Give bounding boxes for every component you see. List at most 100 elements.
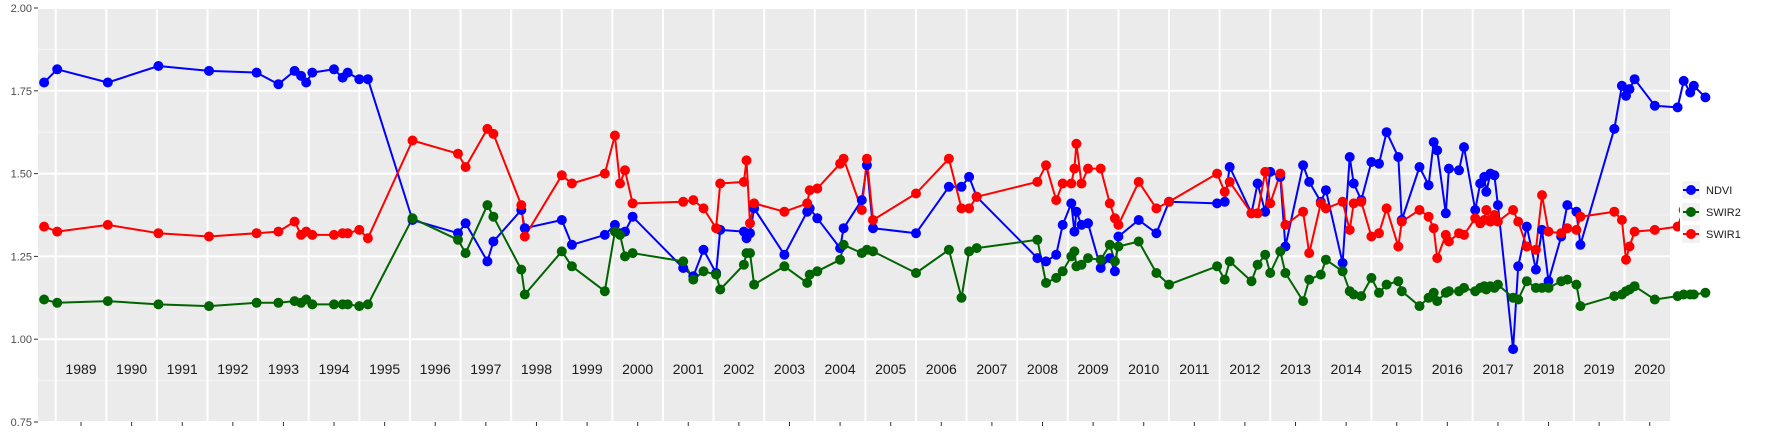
data-point-swir2 [715,284,726,295]
data-point-swir2 [1304,274,1315,285]
data-point-swir1 [1459,229,1469,240]
data-point-ndvi [1298,160,1309,171]
data-point-swir1 [1428,223,1439,234]
data-point-ndvi [1041,256,1051,267]
data-point-ndvi [519,223,530,234]
data-point-swir1 [741,155,752,166]
data-point-ndvi [1459,142,1469,153]
data-point-swir1 [1396,216,1407,227]
data-point-swir2 [566,261,577,272]
data-point-swir2 [453,234,463,245]
data-point-swir2 [251,297,262,308]
data-point-ndvi [1260,206,1271,217]
data-point-swir2 [779,261,790,272]
year-label: 2010 [1128,361,1159,377]
data-point-swir2 [1337,266,1348,277]
data-point-swir2 [1315,269,1326,280]
data-point-ndvi [1051,249,1062,260]
data-point-swir2 [738,259,749,270]
data-point-swir1 [812,183,823,194]
data-point-swir1 [749,198,760,209]
data-point-swir1 [1164,196,1174,207]
data-point-swir1 [698,203,709,214]
data-point-swir2 [620,251,630,262]
data-point-ndvi [1454,165,1464,176]
data-point-ndvi [1095,263,1106,273]
year-label: 2001 [673,361,704,377]
data-point-swir1 [1260,166,1271,177]
data-point-swir1 [1575,211,1586,222]
data-point-ndvi [342,67,353,78]
data-point-swir2 [599,286,610,297]
data-point-ndvi [488,236,499,247]
data-point-ndvi [1252,178,1263,189]
data-point-swir1 [1133,176,1144,187]
data-point-swir2 [1649,294,1660,305]
data-point-swir1 [715,178,726,189]
data-point-ndvi [1032,253,1043,264]
data-point-swir1 [289,216,300,227]
data-point-swir2 [1076,259,1087,270]
year-label: 1996 [420,361,451,377]
data-point-swir2 [1252,259,1263,270]
data-point-ndvi [460,218,471,229]
year-label: 2012 [1229,361,1260,377]
data-point-ndvi [1393,152,1404,162]
data-point-swir1 [1366,231,1377,242]
data-point-swir2 [1366,272,1377,283]
year-label: 2008 [1027,361,1058,377]
data-point-swir1 [1616,215,1627,225]
data-point-swir1 [868,215,878,225]
data-point-swir1 [1374,228,1384,239]
data-point-swir1 [1252,208,1263,219]
data-point-swir1 [861,153,872,164]
data-point-swir1 [453,148,463,159]
data-point-swir1 [1521,241,1532,252]
data-point-ndvi [1700,92,1711,103]
data-point-swir1 [1066,178,1077,189]
data-point-ndvi [301,77,312,88]
data-point-swir2 [1432,296,1443,307]
data-point-swir1 [1543,226,1554,237]
data-point-ndvi [1521,221,1532,232]
data-point-swir1 [1530,244,1541,255]
year-label: 2016 [1432,361,1463,377]
data-point-ndvi [1348,178,1359,189]
data-point-swir2 [835,254,846,265]
data-point-swir1 [1219,186,1230,197]
data-point-swir1 [1076,178,1087,189]
data-point-swir2 [488,211,499,222]
legend-label-swir1: SWIR1 [1706,229,1741,241]
data-point-swir1 [1275,168,1286,179]
year-label: 1989 [65,361,96,377]
data-point-ndvi [1109,266,1120,277]
data-point-ndvi [1374,158,1384,169]
year-strip-labels: 1989 1990 1991 1992 1993 1994 1995 1996 1997 1998… [65,361,1665,377]
data-point-swir1 [273,226,284,237]
data-point-swir2 [1109,256,1120,267]
data-point-swir2 [204,301,214,312]
data-point-swir2 [1280,268,1291,278]
data-point-swir2 [688,274,699,285]
data-point-swir2 [678,256,689,267]
data-point-swir1 [1224,176,1235,187]
y-tick-label: 1.00 [11,334,32,346]
data-point-swir1 [1032,176,1043,187]
data-point-swir1 [566,178,577,189]
data-point-swir2 [1374,287,1384,298]
data-point-ndvi [354,74,365,85]
legend-label-swir2: SWIR2 [1706,207,1741,219]
data-point-ndvi [482,256,493,267]
data-point-swir2 [971,243,982,254]
data-point-ndvi [102,77,113,88]
data-point-ndvi [329,64,339,75]
data-point-swir1 [1609,206,1620,217]
year-label: 2014 [1331,361,1362,377]
data-point-ndvi [1083,218,1093,229]
data-point-ndvi [1304,176,1315,187]
data-point-ndvi [1688,80,1699,91]
data-point-swir2 [1575,301,1586,312]
data-point-swir1 [1621,254,1631,265]
data-point-ndvi [1423,180,1434,191]
data-point-swir1 [1537,190,1547,201]
